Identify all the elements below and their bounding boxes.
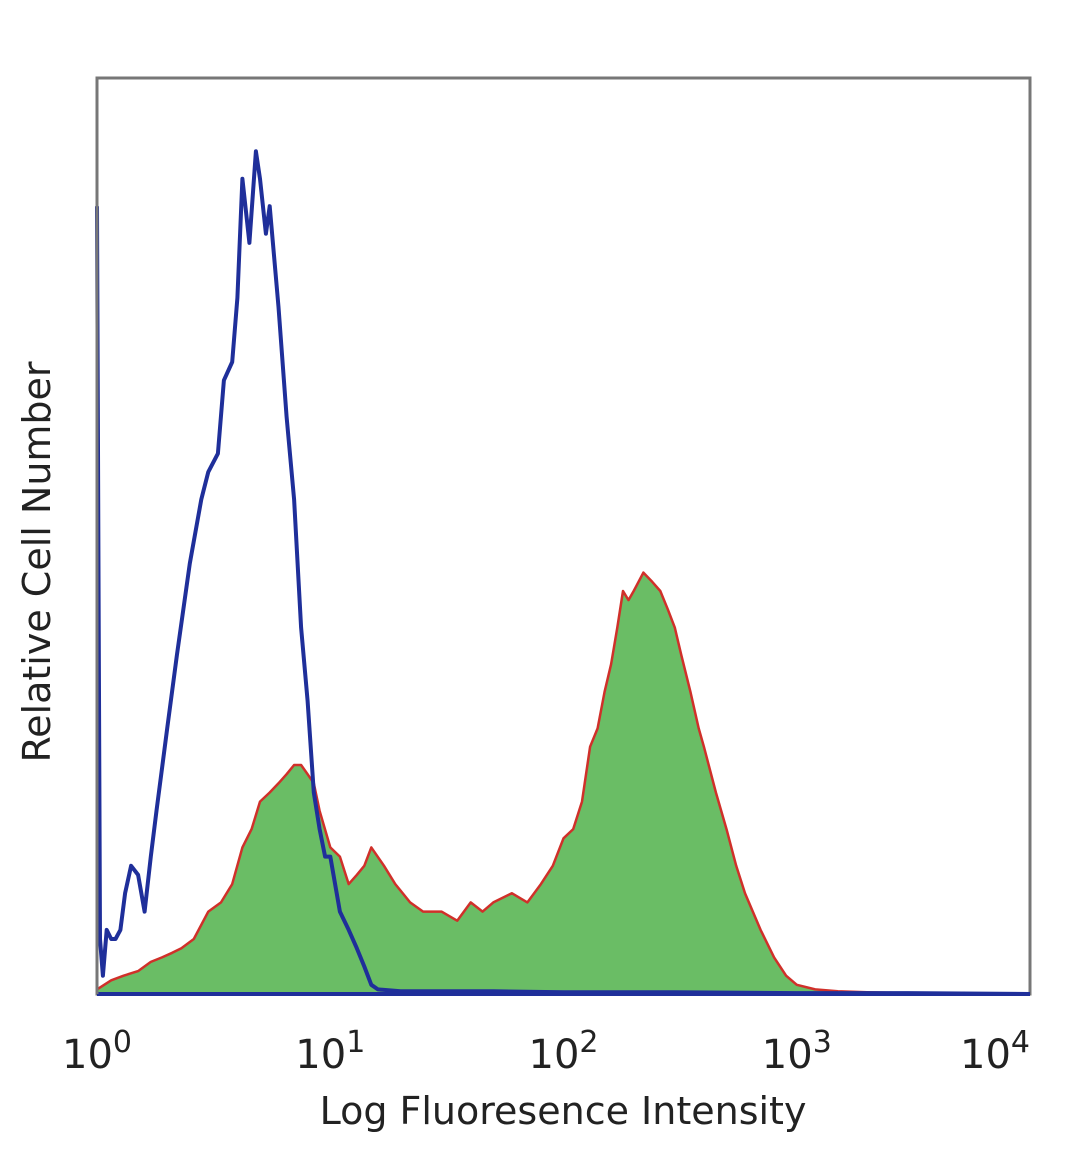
x-tick-exp-3: 3 [813, 1025, 832, 1060]
x-axis-title: Log Fluoresence Intensity [320, 1089, 807, 1133]
x-tick-label-4: 104 [960, 1025, 1030, 1078]
x-tick-base-1: 10 [295, 1032, 346, 1078]
x-tick-label-3: 103 [762, 1025, 832, 1078]
x-tick-label-2: 102 [529, 1025, 599, 1078]
x-tick-exp-2: 2 [579, 1025, 598, 1060]
series-1-area [97, 572, 1030, 994]
series-1-outline [96, 571, 1031, 996]
x-tick-base-2: 10 [529, 1032, 580, 1078]
x-tick-exp-4: 4 [1011, 1025, 1030, 1060]
y-axis-title: Relative Cell Number [15, 361, 59, 762]
x-tick-exp-0: 0 [113, 1025, 132, 1060]
series-layer [95, 149, 1031, 996]
x-tick-label-1: 101 [295, 1025, 365, 1078]
x-tick-labels: 100 101 102 103 104 [62, 1025, 1030, 1078]
series-0-line [95, 149, 1031, 996]
x-tick-label-0: 100 [62, 1025, 132, 1078]
x-tick-base-4: 10 [960, 1032, 1011, 1078]
x-tick-exp-1: 1 [346, 1025, 365, 1060]
x-tick-base-0: 10 [62, 1032, 113, 1078]
x-tick-base-3: 10 [762, 1032, 813, 1078]
